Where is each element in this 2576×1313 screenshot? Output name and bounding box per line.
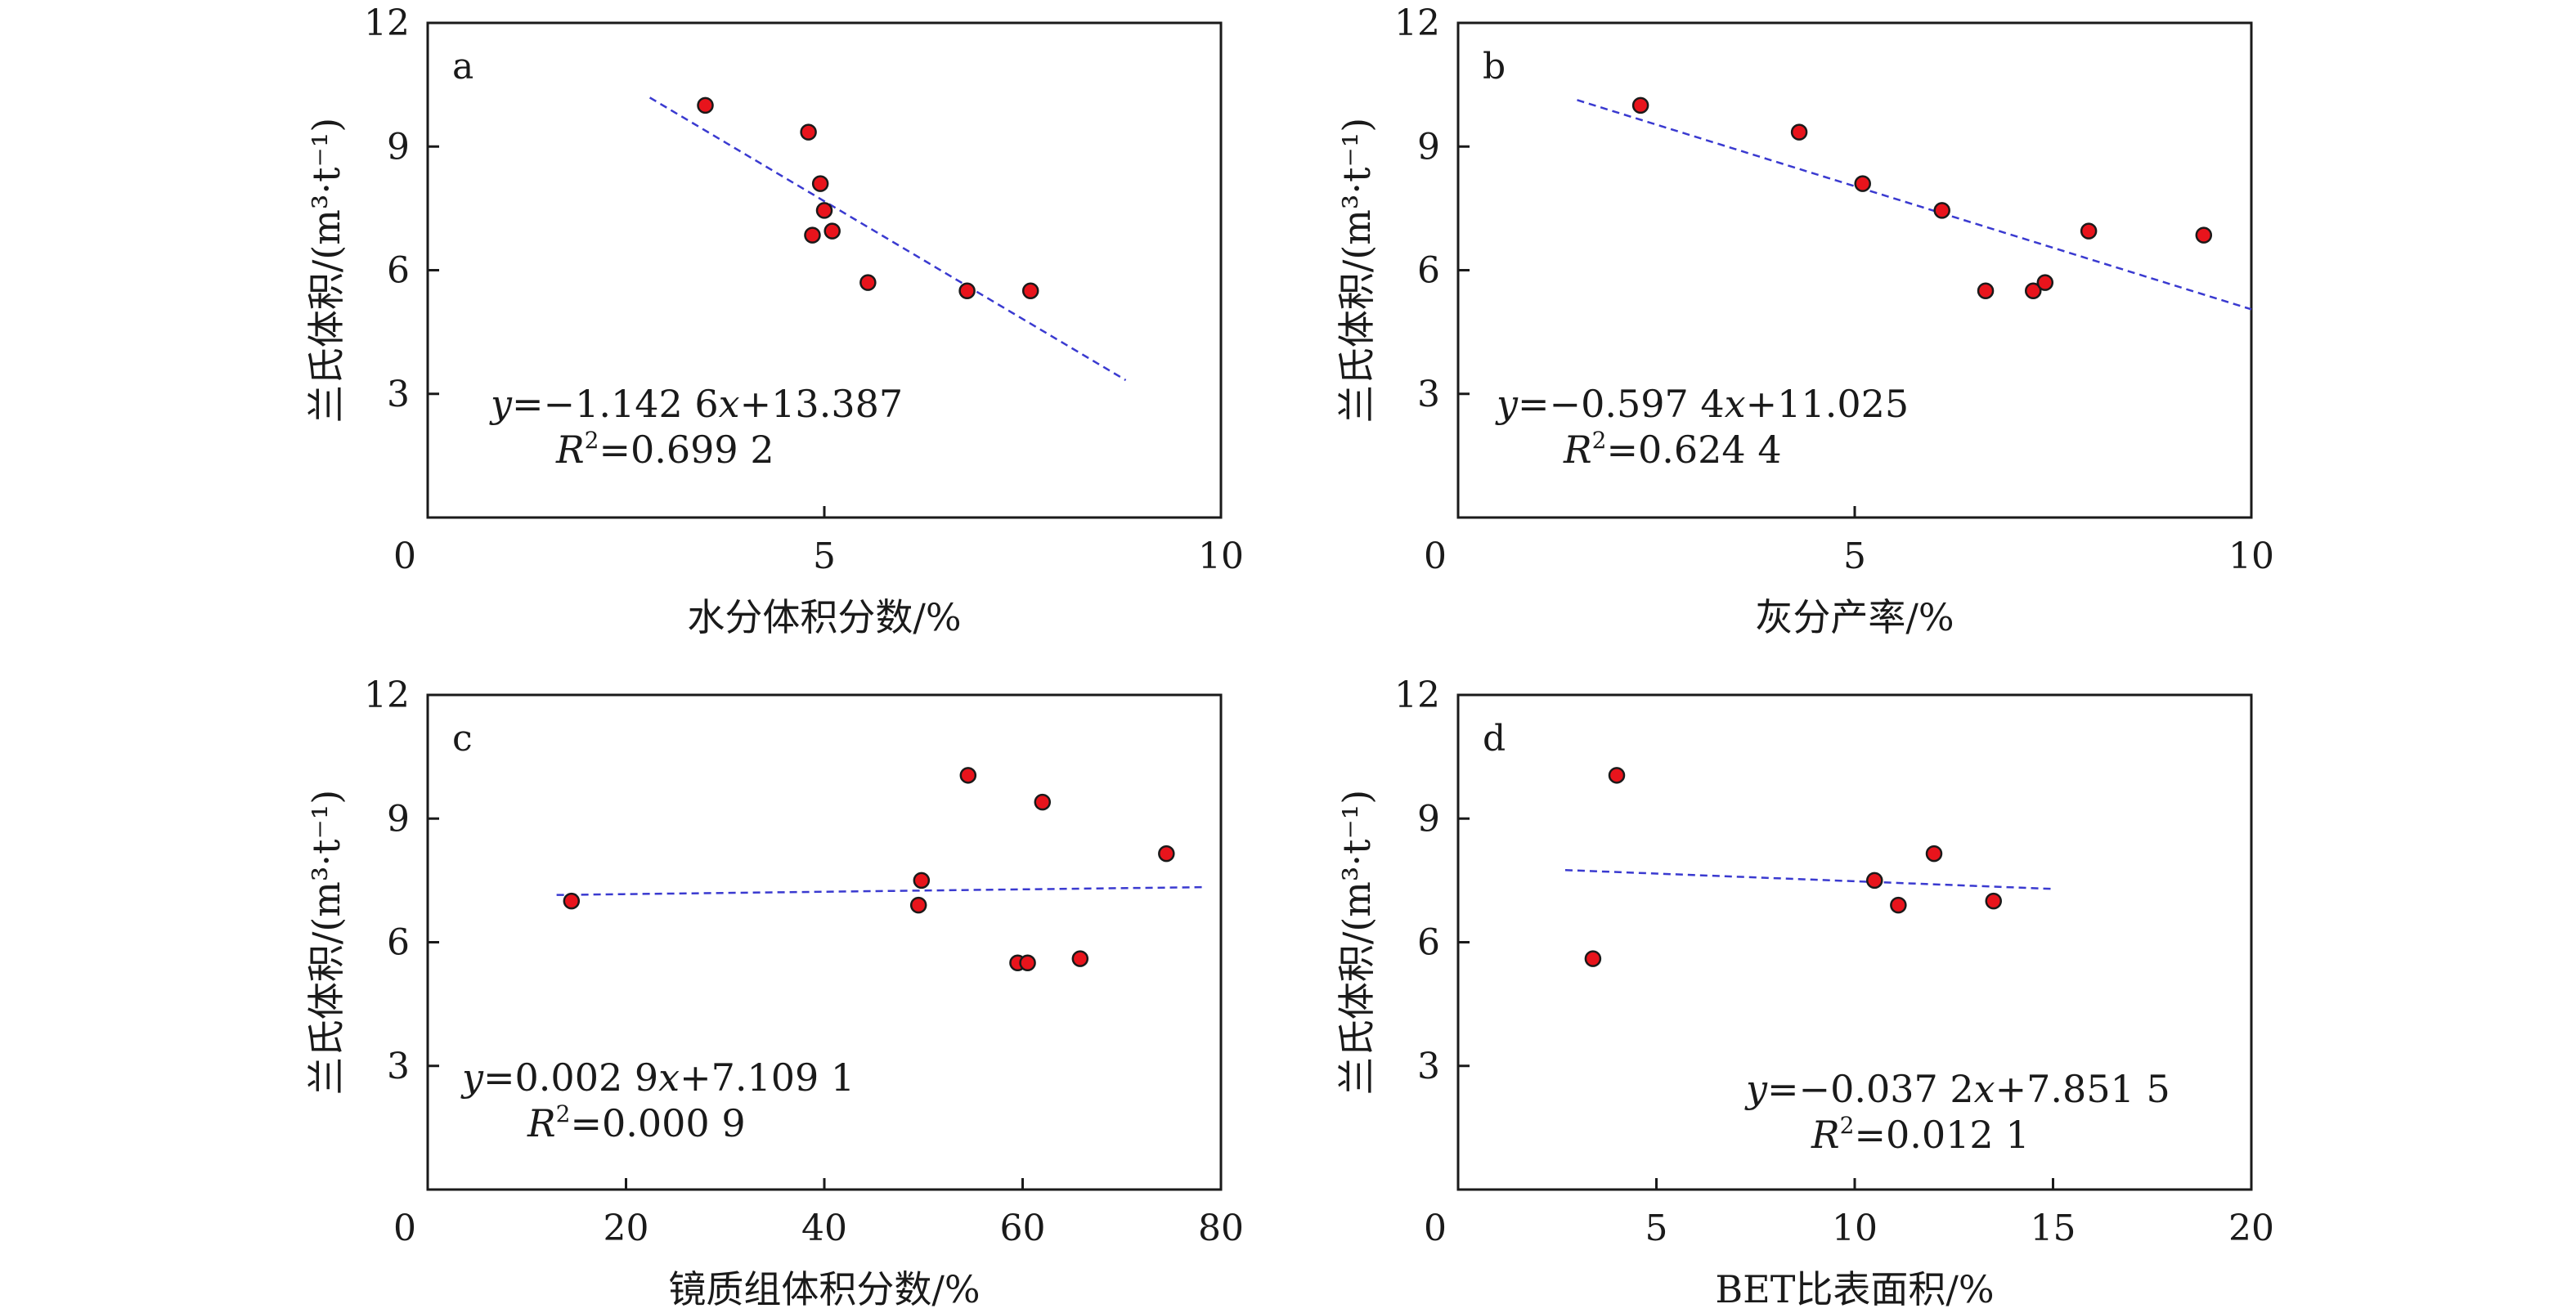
- y-tick-label: 12: [364, 674, 410, 716]
- y-tick-label: 12: [1394, 2, 1440, 44]
- fit-line: [556, 885, 1206, 896]
- x-tick-label: 40: [801, 1208, 847, 1249]
- x-axis-label: 水分体积分数/%: [687, 595, 961, 639]
- y-tick-label: 6: [387, 922, 410, 964]
- y-tick-label: 3: [1417, 374, 1440, 415]
- data-point: [859, 274, 877, 291]
- data-point: [1866, 872, 1883, 890]
- y-tick-label: 6: [387, 250, 410, 292]
- y-tick-label: 9: [387, 798, 410, 840]
- y-tick-label: 3: [387, 1046, 410, 1087]
- y-tick-label: 9: [387, 126, 410, 168]
- data-point: [2036, 274, 2054, 291]
- data-point: [815, 202, 833, 219]
- data-point: [913, 872, 931, 890]
- y-tick-label: 9: [1417, 126, 1440, 168]
- data-point: [1631, 96, 1649, 114]
- y-axis-label: 兰氏体积/(m³·t⁻¹): [1335, 118, 1379, 423]
- x-tick-label: 0: [393, 536, 416, 577]
- y-tick-label: 9: [1417, 798, 1440, 840]
- regression-equation: y=−1.142 6x+13.387: [489, 382, 903, 426]
- x-tick-label: 10: [2228, 536, 2274, 577]
- x-tick-label: 0: [393, 1208, 416, 1249]
- panel-b: b 0 5 10 3 6 9 12 灰分产率/% 兰氏体积/(m³·t⁻¹) y=−0.597 4x…: [1335, 2, 2274, 639]
- data-point: [1158, 845, 1175, 863]
- panel-letter: d: [1483, 718, 1506, 760]
- r-squared: R2=0.012 1: [1811, 1112, 2030, 1157]
- data-point: [800, 123, 817, 141]
- x-tick-label: 20: [604, 1208, 649, 1249]
- x-tick-label: 20: [2228, 1208, 2274, 1249]
- r-squared: R2=0.000 9: [527, 1100, 746, 1145]
- data-point: [1584, 950, 1602, 967]
- fit-line: [648, 96, 1127, 382]
- y-axis-label: 兰氏体积/(m³·t⁻¹): [304, 790, 348, 1095]
- plot-frame: [426, 21, 1223, 519]
- y-tick-label: 3: [1417, 1046, 1440, 1087]
- data-point: [824, 222, 841, 240]
- data-point: [1790, 123, 1808, 141]
- y-tick-label: 3: [387, 374, 410, 415]
- data-point: [1985, 892, 2002, 910]
- x-tick-label: 5: [1843, 536, 1866, 577]
- data-point: [1933, 202, 1950, 219]
- y-tick-label: 6: [1417, 250, 1440, 292]
- data-point: [1608, 767, 1626, 784]
- y-tick-label: 6: [1417, 922, 1440, 964]
- panel-a: a 0 5 10 3 6 9 12 水分体积分数/% 兰氏体积/(m³·t⁻¹) y=−1.142 …: [304, 2, 1244, 639]
- panel-letter: c: [452, 718, 473, 760]
- panel-letter: b: [1483, 46, 1506, 87]
- r-squared: R2=0.624 4: [1563, 427, 1782, 472]
- data-point: [2195, 226, 2213, 244]
- x-tick-label: 5: [1645, 1208, 1668, 1249]
- x-tick-label: 60: [1000, 1208, 1046, 1249]
- x-tick-label: 15: [2031, 1208, 2076, 1249]
- data-point: [1890, 896, 1907, 914]
- data-point: [804, 226, 821, 244]
- x-axis-label: 灰分产率/%: [1755, 595, 1954, 639]
- data-point: [563, 892, 581, 910]
- data-point: [697, 96, 714, 114]
- x-tick-label: 0: [1424, 1208, 1447, 1249]
- regression-equation: y=−0.037 2x+7.851 5: [1744, 1067, 2170, 1111]
- data-point: [909, 896, 927, 914]
- regression-equation: y=−0.597 4x+11.025: [1495, 382, 1909, 426]
- data-point: [2025, 282, 2042, 299]
- fit-line: [1577, 99, 2252, 311]
- fit-line: [1564, 868, 2053, 890]
- regression-equation: y=0.002 9x+7.109 1: [460, 1055, 855, 1100]
- x-axis-label: BET比表面积/%: [1715, 1267, 1994, 1309]
- data-point: [1977, 282, 1995, 299]
- data-point: [1925, 845, 1943, 863]
- data-point: [811, 175, 829, 192]
- panel-letter: a: [452, 46, 473, 87]
- data-point: [1019, 954, 1036, 971]
- data-point: [1021, 282, 1039, 299]
- x-tick-label: 10: [1832, 1208, 1878, 1249]
- x-tick-label: 80: [1198, 1208, 1244, 1249]
- data-point: [1034, 793, 1051, 811]
- data-point: [2080, 222, 2098, 240]
- x-tick-label: 10: [1198, 536, 1244, 577]
- x-tick-label: 0: [1424, 536, 1447, 577]
- x-axis-label: 镜质组体积分数/%: [668, 1267, 980, 1309]
- x-tick-label: 5: [813, 536, 836, 577]
- panel-d: d 0 5 10 15 20 3 6 9 12 BET比表面积/% 兰氏体积/(m³·t⁻¹) y=−0…: [1335, 674, 2274, 1311]
- y-tick-label: 12: [1394, 674, 1440, 716]
- y-tick-label: 12: [364, 2, 410, 44]
- data-point: [958, 282, 976, 299]
- y-axis-label: 兰氏体积/(m³·t⁻¹): [1335, 790, 1379, 1095]
- r-squared: R2=0.699 2: [555, 427, 774, 472]
- panel-c: c 0 20 40 60 80 3 6 9 12 镜质组体积分数/% 兰氏体积/(m³·t⁻¹) y=0…: [304, 674, 1244, 1311]
- data-point: [959, 767, 977, 784]
- data-point: [1071, 950, 1089, 967]
- data-point: [1854, 175, 1871, 192]
- y-axis-label: 兰氏体积/(m³·t⁻¹): [304, 118, 348, 423]
